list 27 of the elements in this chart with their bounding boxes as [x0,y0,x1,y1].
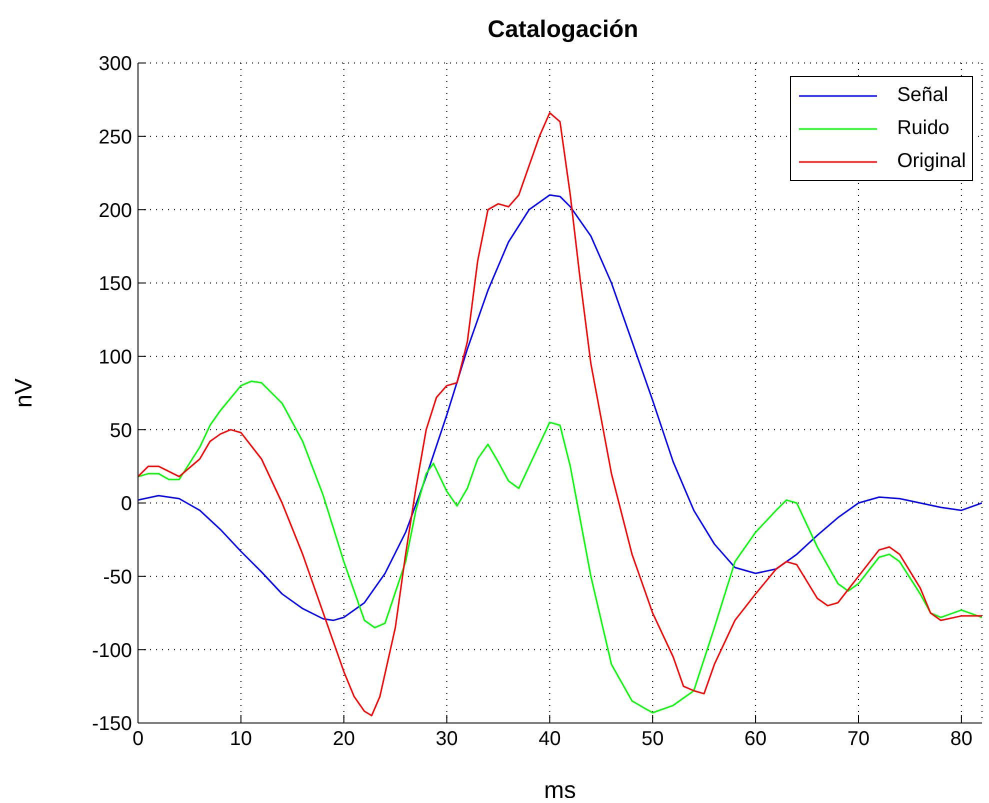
legend-label: Ruido [897,116,950,141]
legend-label: Señal [897,83,948,108]
y-tick-label: 250 [98,126,132,148]
y-tick-label: 150 [98,273,132,296]
y-tick-label: 100 [98,346,132,368]
x-tick-label: 10 [230,728,252,750]
y-tick-label: -150 [92,713,132,736]
chart-title: Catalogación [486,16,640,44]
x-tick-label: 60 [744,728,767,750]
y-tick-label: -50 [103,566,132,588]
y-tick-label: 300 [98,53,132,76]
x-tick-label: 20 [332,728,355,750]
x-tick-label: 40 [538,728,561,750]
legend-label: Original [897,149,966,174]
y-axis-title: nV [10,378,38,408]
x-axis-title: ms [544,777,576,803]
y-tick-label: -100 [92,640,132,662]
x-tick-label: 30 [436,728,458,750]
x-tick-label: 50 [642,728,664,750]
line-series [138,194,982,622]
line-series [138,380,982,714]
y-tick-label: 0 [120,493,132,516]
x-tick-label: 70 [847,728,870,750]
line-series [138,112,982,716]
y-tick-label: 200 [98,200,132,222]
x-tick-label: 80 [950,728,973,750]
y-tick-label: 50 [110,420,132,442]
